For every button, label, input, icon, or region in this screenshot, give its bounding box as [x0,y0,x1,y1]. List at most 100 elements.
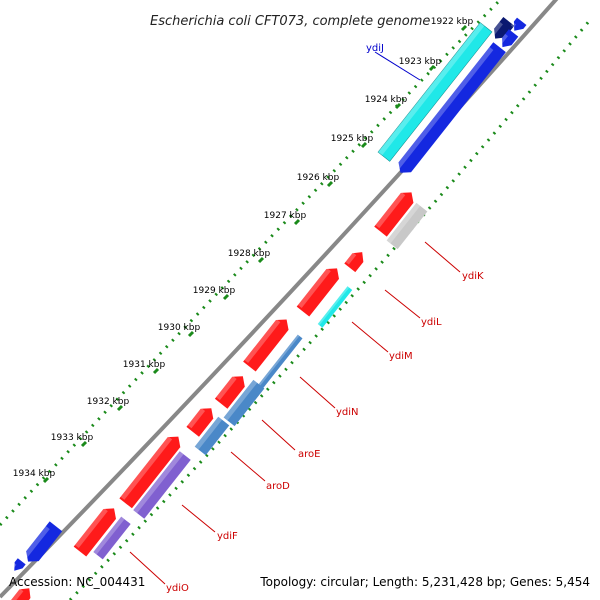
cds-ydiF[interactable] [133,451,191,519]
gene-edge-small-body [14,558,26,571]
tick-label: 1932 kbp [87,397,130,407]
cds-ydiN[interactable] [223,379,265,427]
gene-label: ydiN [336,407,359,418]
gene-ydiM-forward[interactable] [243,314,293,372]
cds-ydiK-body [386,202,428,250]
gene-small-forward[interactable] [344,248,367,273]
tick-mark [293,218,301,226]
leader-ydiJ [374,51,421,81]
tick-mark [187,330,195,338]
tick-label: 1933 kbp [51,433,94,443]
tick-label: 1926 kbp [297,173,340,183]
gene-ydiJ-reverse-shine [395,46,494,170]
gene-label: ydiK [462,271,484,282]
gene-ydiK-forward[interactable] [374,187,418,237]
cds-ydiM-shine [257,334,300,387]
gene-blue-small-2-body [502,29,519,48]
gene-label: ydiF [217,531,238,542]
leader-ydiN [299,376,336,409]
tick-label: 1925 kbp [331,134,374,144]
gene-edge-small-shine [11,562,17,568]
tick-label: 1934 kbp [13,469,56,479]
inner-dots-path [68,19,592,600]
gene-ydiK-forward-body [374,192,414,237]
cds-ydiF-shine [133,451,184,514]
gene-blue-small-1-body [513,17,527,31]
gene-ydiN-forward[interactable] [214,371,249,409]
cds-ydiO-body [93,516,131,560]
gene-small-forward-body [344,252,364,273]
tick-label: 1931 kbp [123,360,166,370]
cds-ydiL[interactable] [317,286,353,328]
tick-mark [80,440,88,448]
tick-mark [152,367,160,375]
cds-ydiO-shine [93,516,125,555]
gene-features[interactable] [5,17,527,600]
gene-ydiO-forward-body [73,508,116,557]
gene-labels: ydiJ ydiK ydiL ydiM ydiN aroE aroD ydiF ydiO [166,43,484,594]
gene-navy-reverse[interactable] [490,17,515,43]
gene-edge-reverse-body [26,521,63,562]
cds-ydiK[interactable] [386,202,428,250]
backbone-ring [0,0,559,599]
gene-ydiJ-reverse-body [398,42,506,173]
cds-ydiJ[interactable] [377,22,493,162]
gene-ydiL-forward[interactable] [296,263,344,317]
tick-label: 1923 kbp [399,57,442,67]
gene-ydiJ-reverse[interactable] [394,42,506,177]
gene-label-leaders [129,51,461,585]
inner-dotted-ring [68,19,592,600]
gene-blue-small-1-shine [510,22,517,28]
cds-ydiF-body [133,451,191,519]
cds-ydiN-body [223,379,265,427]
tick-mark [428,64,436,72]
gene-edge-small[interactable] [10,558,26,574]
gene-ydiF-forward-shine [120,436,173,500]
gene-ydiM-forward-body [243,319,289,372]
tick-label: 1929 kbp [193,286,236,296]
gene-ydiN-forward-body [214,376,245,409]
tick-mark [360,141,368,149]
gene-ydiL-forward-body [296,268,339,317]
gene-label: ydiO [166,583,189,594]
cds-ydiO[interactable] [93,516,131,560]
gene-ydiO-forward-shine [74,508,108,549]
gene-ydiO-forward[interactable] [73,503,121,557]
leader-ydiM [351,321,389,353]
gene-aroE-forward[interactable] [186,403,217,437]
cds-ydiK-shine [386,202,421,244]
cds-ydiM[interactable] [257,334,303,390]
gene-blue-small-1[interactable] [510,17,527,35]
cds-ydiJ-body [377,22,493,162]
tick-mark [326,180,334,188]
outer-dots-path [0,0,502,527]
gene-edge-forward[interactable] [5,584,35,600]
cds-ydiJ-shine [377,22,485,156]
tick-mark [257,256,265,264]
gene-label: aroD [266,481,290,492]
gene-edge-forward-body [5,588,31,600]
cds-aroE[interactable] [194,416,230,456]
tick-mark [116,404,124,412]
gene-small-forward-shine [345,252,357,265]
cds-ydiM-body [257,334,303,390]
cds-ydiL-body [317,286,353,328]
backbone-arc [0,0,559,599]
gene-edge-reverse[interactable] [22,521,63,566]
tick-mark [460,24,468,32]
tick-mark [42,476,50,484]
tick-label: 1927 kbp [264,211,307,221]
gene-blue-small-2[interactable] [498,29,519,51]
leader-ydiF [181,504,216,533]
gene-ydiF-forward-body [119,436,181,509]
gene-label: ydiJ [366,43,384,54]
gene-navy-reverse-shine [490,21,503,36]
leader-aroD [230,451,266,482]
gene-ydiF-forward[interactable] [119,432,184,509]
leader-ydiK [424,241,461,273]
tick-mark [222,293,230,301]
gene-aroE-forward-body [186,408,214,437]
outer-dotted-ring [0,0,502,527]
gene-ydiN-forward-shine [216,376,237,401]
